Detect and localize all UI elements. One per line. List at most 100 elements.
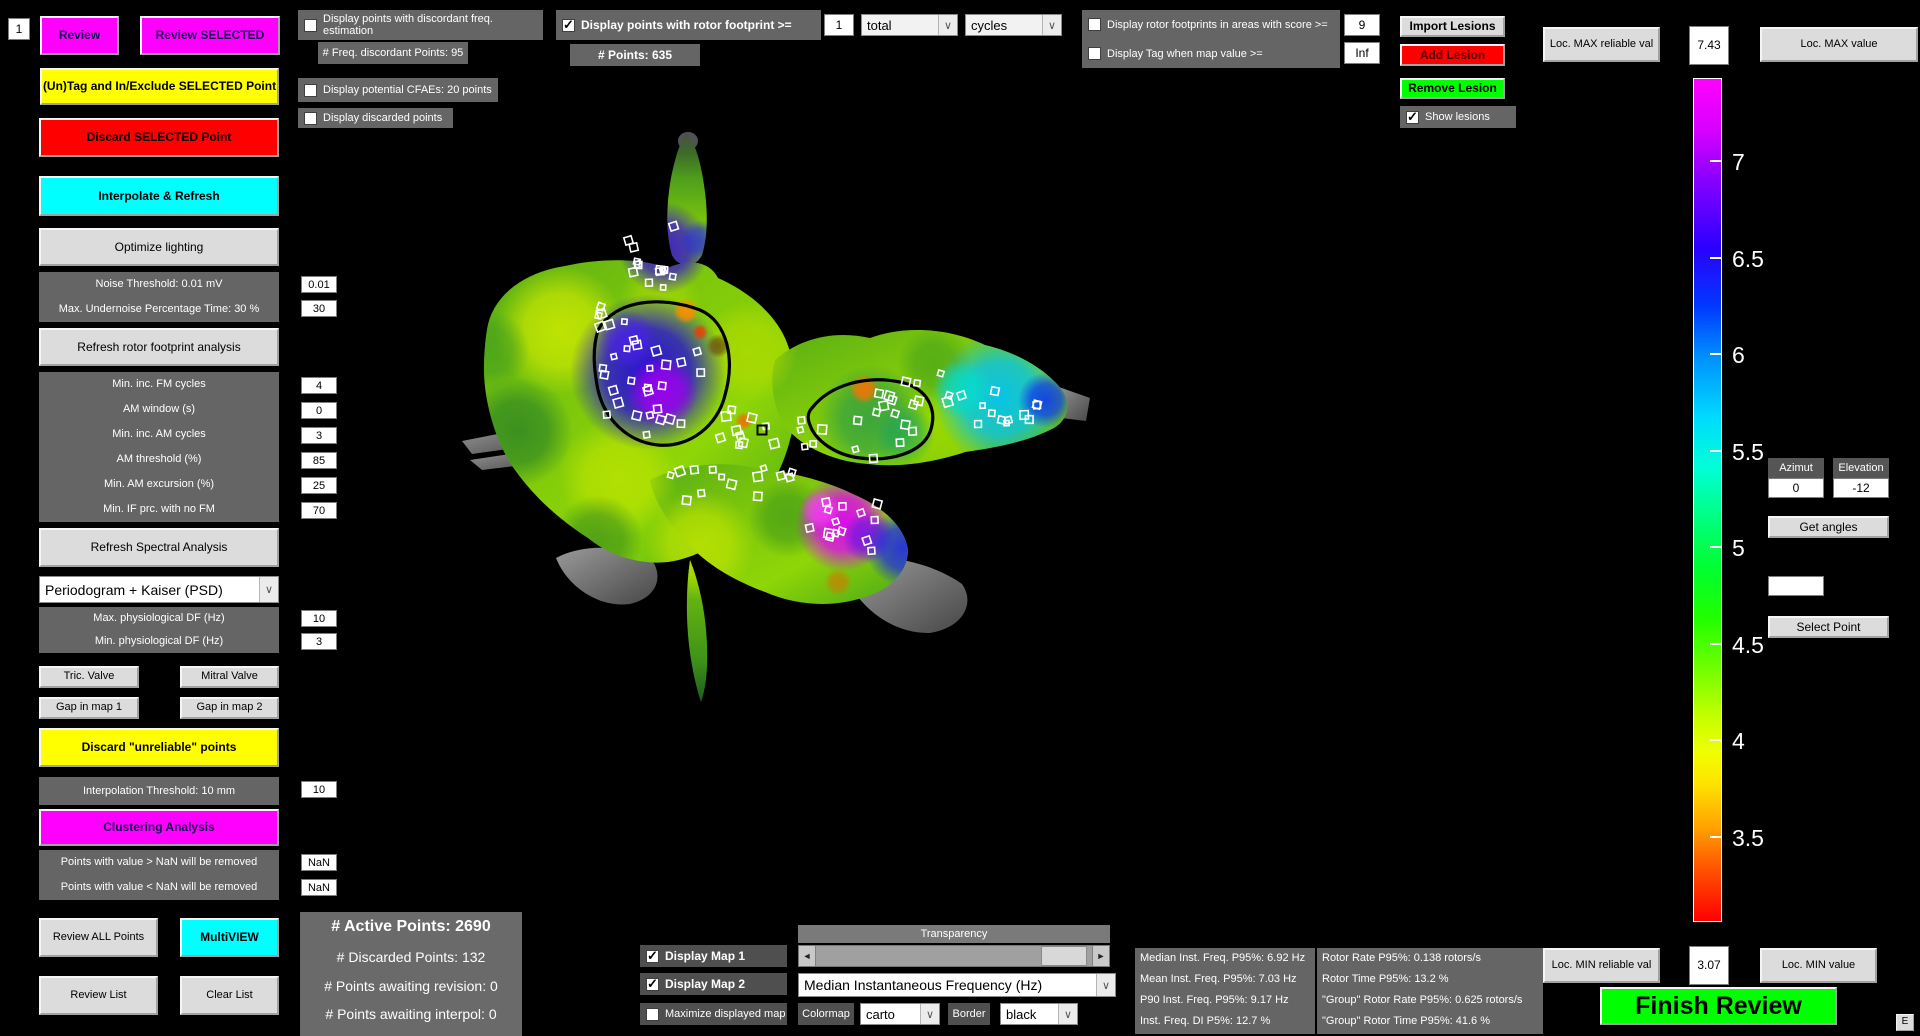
border-select[interactable]: black ∨ [1000, 1003, 1078, 1025]
rotor-marker [696, 368, 706, 378]
review-list-button[interactable]: Review List [39, 976, 158, 1015]
import-lesions-button[interactable]: Import Lesions [1400, 16, 1505, 37]
rotor-marker [730, 424, 743, 437]
display-map1-panel: Display Map 1 [640, 945, 787, 967]
loc-max-reliable-button[interactable]: Loc. MAX reliable val [1543, 27, 1660, 62]
maximize-checkbox[interactable] [646, 1007, 659, 1021]
rotor-marker [620, 318, 629, 326]
point-number-input[interactable] [1768, 576, 1824, 596]
display-map1-checkbox[interactable] [646, 948, 659, 964]
e-button[interactable]: E [1896, 1014, 1914, 1031]
colormap-label: Colormap [798, 1003, 854, 1025]
rotor-marker [718, 473, 726, 481]
optimize-lighting-button[interactable]: Optimize lighting [39, 228, 279, 266]
review-button[interactable]: Review [40, 16, 119, 55]
rotor-marker [676, 419, 686, 429]
noise-threshold-input[interactable] [301, 276, 337, 293]
am-window-input[interactable] [301, 402, 337, 419]
remove-lt-input[interactable] [301, 879, 337, 896]
rotor-marker [654, 266, 665, 277]
remove-lt-label: Points with value < NaN will be removed [60, 881, 258, 893]
score-checkbox[interactable] [1088, 18, 1101, 31]
transparency-label: Transparency [798, 925, 1110, 943]
chevron-down-icon: ∨ [1042, 15, 1061, 35]
map-3d[interactable] [440, 120, 1120, 940]
rotor-marker [642, 430, 651, 439]
rotor-marker [831, 516, 841, 527]
am-excursion-input[interactable] [301, 477, 337, 494]
discordant-panel: Display points with discordant freq. est… [298, 10, 543, 40]
loc-min-value-button[interactable]: Loc. MIN value [1760, 948, 1877, 983]
show-lesions-checkbox[interactable] [1406, 109, 1419, 125]
rotor-unit-select[interactable]: cycles ∨ [965, 14, 1062, 36]
elevation-label: Elevation [1833, 458, 1889, 478]
discard-selected-button[interactable]: Discard SELECTED Point [39, 118, 279, 157]
refresh-spectral-button[interactable]: Refresh Spectral Analysis [39, 528, 279, 567]
discard-unreliable-button[interactable]: Discard "unreliable" points [39, 728, 279, 767]
scrollbar-right-arrow[interactable]: ► [1092, 946, 1109, 966]
untag-include-button[interactable]: (Un)Tag and In/Exclude SELECTED Point [40, 68, 279, 105]
finish-review-button[interactable]: Finish Review [1600, 987, 1837, 1025]
discordant-checkbox[interactable] [304, 18, 317, 32]
rotor-marker [797, 415, 806, 425]
colorbar-tick [1710, 449, 1722, 452]
remove-gt-input[interactable] [301, 854, 337, 871]
rotor-count-type-select[interactable]: total ∨ [861, 14, 958, 36]
discarded-checkbox[interactable] [304, 111, 317, 125]
am-cycles-input[interactable] [301, 427, 337, 444]
rotor-marker [912, 378, 922, 388]
refresh-rotor-footprint-button[interactable]: Refresh rotor footprint analysis [39, 328, 279, 366]
rotor-stats-panel: Rotor Rate P95%: 0.138 rotors/s Rotor Ti… [1317, 948, 1543, 1034]
scrollbar-thumb[interactable] [1041, 946, 1087, 966]
border-label: Border [948, 1003, 990, 1025]
interpolate-refresh-button[interactable]: Interpolate & Refresh [39, 176, 279, 216]
rotor-marker [873, 388, 885, 399]
display-map2-checkbox[interactable] [646, 976, 659, 992]
elevation-input[interactable] [1833, 478, 1889, 498]
rotor-footprint-checkbox[interactable] [562, 17, 575, 33]
rotor-marker [871, 407, 882, 418]
am-threshold-input[interactable] [301, 452, 337, 469]
transparency-scrollbar[interactable]: ◄ ► [798, 945, 1110, 967]
remove-lesion-button[interactable]: Remove Lesion [1400, 78, 1505, 99]
azimut-input[interactable] [1768, 478, 1824, 498]
map2-select-value: Median Instantaneous Frequency (Hz) [804, 977, 1043, 993]
map2-select[interactable]: Median Instantaneous Frequency (Hz) ∨ [798, 973, 1116, 997]
rotor-marker [734, 440, 744, 450]
colormap-select[interactable]: carto ∨ [860, 1003, 940, 1025]
interp-threshold-input[interactable] [301, 781, 337, 798]
gap-map2-button[interactable]: Gap in map 2 [180, 697, 279, 719]
review-selected-button[interactable]: Review SELECTED [140, 16, 280, 55]
scrollbar-left-arrow[interactable]: ◄ [799, 946, 816, 966]
undernoise-input[interactable] [301, 300, 337, 317]
colorbar [1693, 78, 1722, 922]
fm-cycles-input[interactable] [301, 377, 337, 394]
max-df-input[interactable] [301, 610, 337, 627]
rotor-unit-value: cycles [971, 17, 1008, 33]
add-lesion-button[interactable]: Add Lesion [1400, 44, 1505, 66]
rotor-marker [646, 364, 654, 373]
min-df-input[interactable] [301, 633, 337, 650]
review-all-button[interactable]: Review ALL Points [39, 918, 158, 957]
rotor-footprint-input[interactable] [824, 14, 854, 36]
score-input[interactable] [1344, 14, 1380, 36]
mitral-valve-button[interactable]: Mitral Valve [180, 666, 279, 688]
if-prc-input[interactable] [301, 502, 337, 519]
rotor-marker [631, 339, 643, 351]
clustering-button[interactable]: Clustering Analysis [39, 809, 279, 846]
select-point-button[interactable]: Select Point [1768, 616, 1889, 638]
gap-map1-button[interactable]: Gap in map 1 [39, 697, 139, 719]
get-angles-button[interactable]: Get angles [1768, 516, 1889, 538]
tag-checkbox[interactable] [1088, 47, 1101, 60]
tric-valve-button[interactable]: Tric. Valve [39, 666, 139, 688]
cfae-checkbox[interactable] [304, 83, 317, 97]
multiview-button[interactable]: MultiVIEW [180, 918, 279, 957]
loc-max-value-button[interactable]: Loc. MAX value [1760, 27, 1918, 62]
param-label: Min. AM excursion (%) [103, 478, 215, 490]
rotor-marker [868, 453, 879, 464]
rotor-marker [989, 385, 1001, 397]
tag-input[interactable] [1344, 42, 1380, 64]
clear-list-button[interactable]: Clear List [180, 976, 279, 1015]
psd-method-select[interactable]: Periodogram + Kaiser (PSD) ∨ [39, 576, 279, 603]
loc-min-reliable-button[interactable]: Loc. MIN reliable val [1543, 948, 1660, 983]
